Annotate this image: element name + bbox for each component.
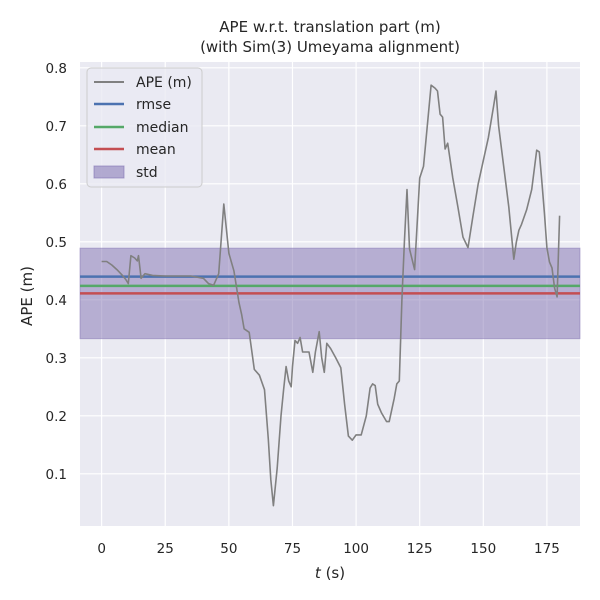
y-tick-label: 0.4 — [46, 293, 67, 309]
x-tick-label: 125 — [407, 541, 433, 557]
y-tick-label: 0.7 — [46, 119, 67, 135]
x-tick-label: 150 — [470, 541, 496, 557]
legend-label-std: std — [136, 165, 158, 181]
x-tick-labels: 0 25 50 75 100 125 150 175 — [97, 541, 559, 557]
x-tick-label: 25 — [157, 541, 174, 557]
y-tick-labels: 0.1 0.2 0.3 0.4 0.5 0.6 0.7 0.8 — [46, 61, 67, 483]
legend-box — [86, 67, 203, 188]
x-tick-label: 0 — [97, 541, 106, 557]
legend-label-mean: mean — [136, 142, 176, 158]
x-tick-label: 75 — [284, 541, 301, 557]
x-axis-label: t (s) — [315, 564, 345, 582]
y-tick-label: 0.2 — [46, 409, 67, 425]
chart-title-line1: APE w.r.t. translation part (m) — [219, 18, 440, 36]
chart-title-line2: (with Sim(3) Umeyama alignment) — [200, 38, 460, 56]
ape-series-line — [101, 84, 561, 507]
y-tick-label: 0.8 — [46, 61, 67, 77]
y-tick-label: 0.6 — [46, 177, 67, 193]
grid-lines — [80, 62, 580, 526]
legend-label-rmse: rmse — [136, 97, 171, 113]
x-tick-label: 50 — [220, 541, 237, 557]
legend-label-ape: APE (m) — [136, 75, 192, 91]
legend: APE (m) rmse median mean std — [86, 67, 203, 188]
x-axis-unit: (s) — [321, 564, 345, 582]
y-tick-label: 0.3 — [46, 351, 67, 367]
y-axis-label: APE (m) — [18, 266, 36, 326]
x-tick-label: 100 — [343, 541, 369, 557]
y-tick-label: 0.1 — [46, 467, 67, 483]
y-tick-label: 0.5 — [46, 235, 67, 251]
x-tick-label: 175 — [534, 541, 560, 557]
legend-swatch-std — [93, 165, 125, 179]
x-axis-variable: t — [315, 564, 322, 582]
legend-label-median: median — [136, 120, 188, 136]
